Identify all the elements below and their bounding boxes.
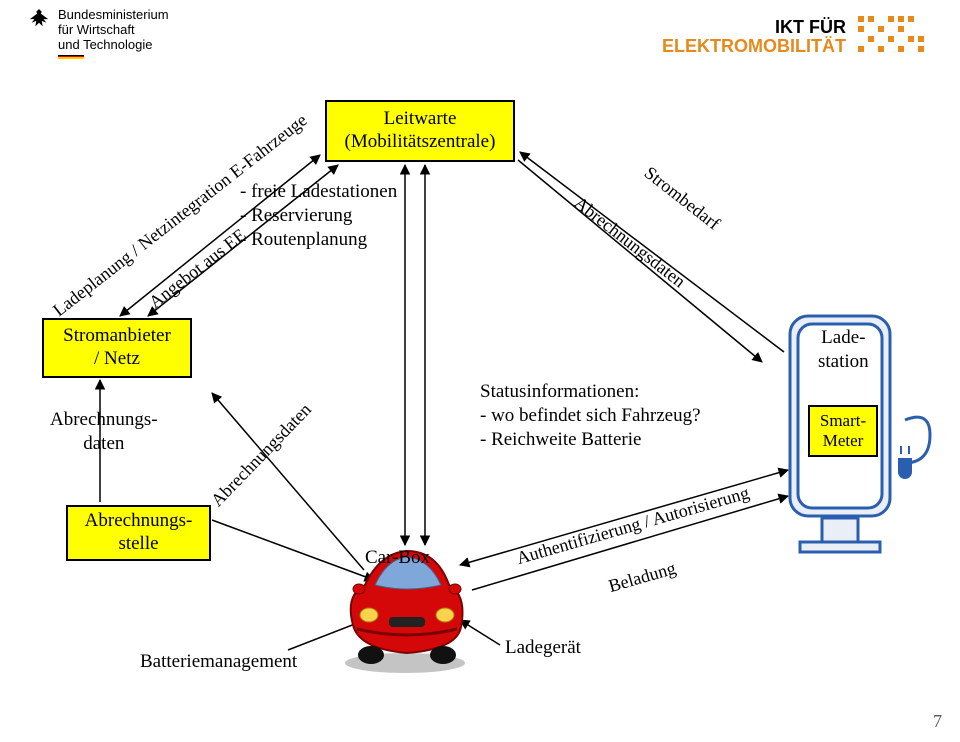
- ladestationen-2: - Reservierung: [240, 204, 397, 228]
- abrechnungsdaten-left-label: Abrechnungs- daten: [50, 408, 158, 456]
- ladestation-1: Lade-: [818, 326, 869, 350]
- leitwarte-line1: Leitwarte: [345, 108, 496, 131]
- stromanbieter-line1: Stromanbieter: [63, 325, 171, 348]
- abrechnungsdaten-left-2: daten: [50, 432, 158, 456]
- status-head: Statusinformationen:: [480, 380, 701, 404]
- statusinfo-block: Statusinformationen: - wo befindet sich …: [480, 380, 701, 451]
- ladestationen-list: - freie Ladestationen - Reservierung - R…: [240, 180, 397, 251]
- leitwarte-line2: (Mobilitätszentrale): [345, 131, 496, 154]
- stromanbieter-line2: / Netz: [63, 348, 171, 371]
- abrechnungsdaten-left-1: Abrechnungs-: [50, 408, 158, 432]
- ladestationen-3: - Routenplanung: [240, 228, 397, 252]
- plug-icon: [898, 417, 930, 479]
- leitwarte-box: Leitwarte (Mobilitätszentrale): [325, 100, 515, 162]
- ladestationen-1: - freie Ladestationen: [240, 180, 397, 204]
- smartmeter-line2: Meter: [820, 431, 866, 451]
- abrechnungsstelle-box: Abrechnungs- stelle: [66, 505, 211, 561]
- page-number: 7: [933, 711, 942, 732]
- ladestation-label: Lade- station: [818, 326, 869, 374]
- carbox-label: Car-Box: [365, 546, 430, 570]
- ladegeraet-label: Ladegerät: [505, 636, 581, 660]
- smartmeter-line1: Smart-: [820, 411, 866, 431]
- abrechnungsstelle-line1: Abrechnungs-: [85, 510, 193, 533]
- stromanbieter-box: Stromanbieter / Netz: [42, 318, 192, 378]
- smartmeter-box: Smart- Meter: [808, 405, 878, 457]
- ladestation-2: station: [818, 350, 869, 374]
- abrechnungsstelle-line2: stelle: [85, 533, 193, 556]
- batteriemanagement-label: Batteriemanagement: [140, 650, 297, 674]
- status-2: - Reichweite Batterie: [480, 428, 701, 452]
- status-1: - wo befindet sich Fahrzeug?: [480, 404, 701, 428]
